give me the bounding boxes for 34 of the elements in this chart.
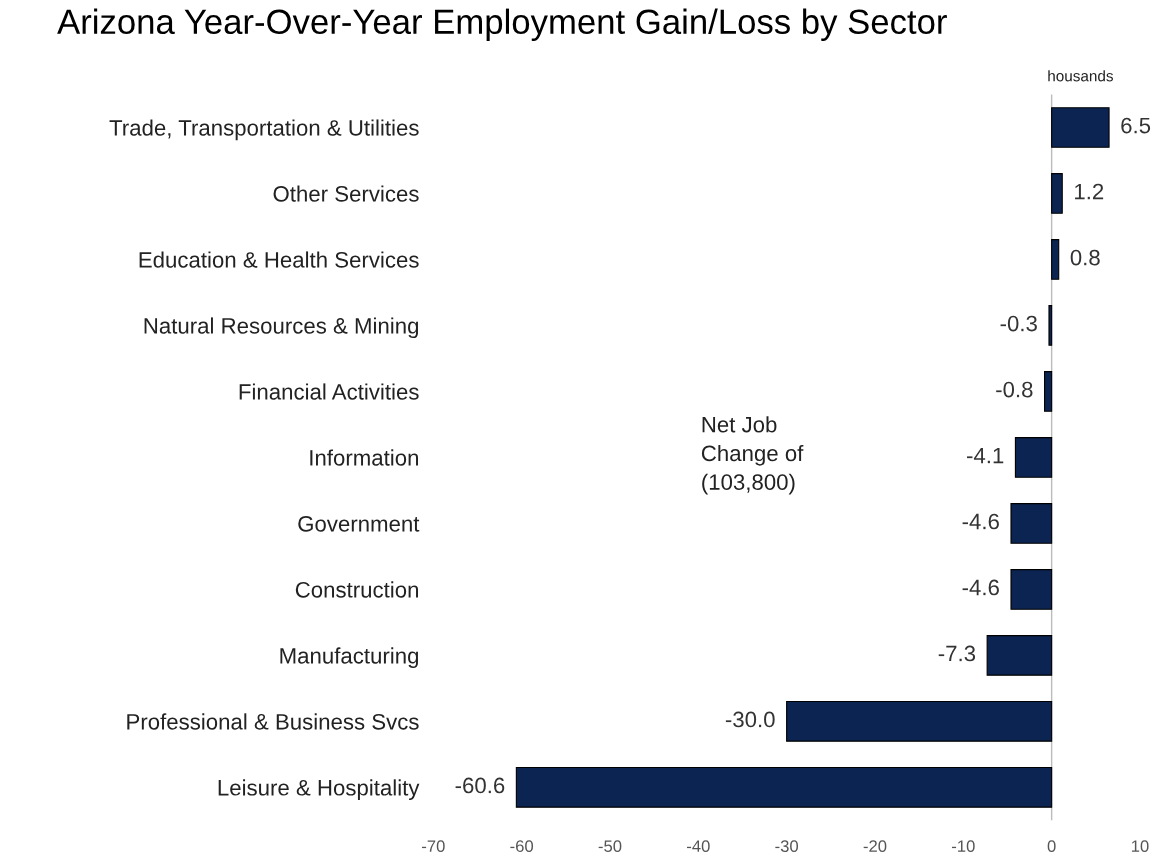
y-tick-label: Education & Health Services: [139, 251, 419, 268]
data-label: -0.8: [996, 381, 1033, 398]
x-tick-label: -60: [510, 840, 534, 853]
data-label: 0.8: [1070, 249, 1100, 266]
y-tick-label: Construction: [295, 581, 418, 598]
chart-title: Arizona Year-Over-Year Employment Gain/Loss by Sector: [57, 8, 947, 41]
y-tick-label: Financial Activities: [239, 383, 419, 400]
data-label: -0.3: [1000, 315, 1037, 332]
text: housands: [1048, 70, 1113, 82]
x-tick-label: 10: [1131, 840, 1149, 853]
y-tick-label: Government: [298, 515, 420, 532]
annotation: Net Job Change of (103,800): [701, 416, 804, 495]
data-label: 6.5: [1121, 117, 1151, 134]
x-tick-label: 0: [1047, 840, 1056, 853]
y-tick-label: Information: [310, 449, 419, 466]
x-tick-label: -40: [687, 840, 710, 853]
data-label: -30.0: [725, 711, 775, 728]
x-tick-label: -50: [598, 840, 622, 853]
data-label: -4.6: [962, 513, 999, 530]
data-label: -4.1: [967, 447, 1004, 464]
y-tick-label: Professional & Business Svcs: [127, 713, 419, 730]
x-tick-label: -30: [775, 840, 799, 853]
x-tick-label: -70: [422, 840, 445, 853]
x-tick-label: -20: [863, 840, 887, 853]
y-tick-label: Leisure & Hospitality: [218, 779, 420, 801]
data-label: 1.2: [1075, 183, 1104, 200]
data-label: -4.6: [962, 579, 999, 596]
data-label: -60.6: [455, 777, 505, 794]
y-tick-label: Natural Resources & Mining: [144, 317, 419, 339]
data-label: -7.3: [938, 645, 976, 662]
y-tick-label: Other Services: [273, 185, 419, 202]
x-tick-label: -10: [952, 840, 975, 853]
y-tick-label: Trade, Transportation & Utilities: [109, 119, 419, 141]
y-tick-label: Manufacturing: [280, 647, 419, 669]
